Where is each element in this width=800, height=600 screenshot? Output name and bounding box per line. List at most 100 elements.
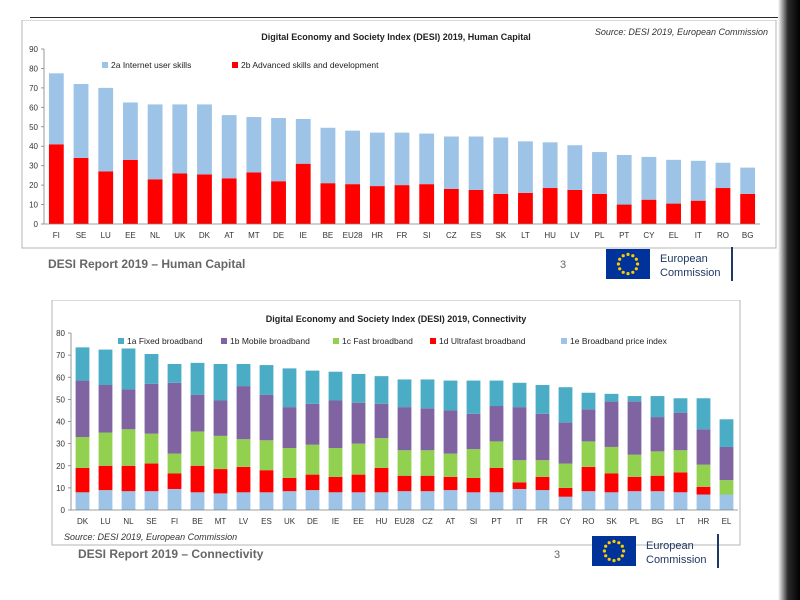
bar-segment: [236, 466, 251, 493]
x-tick-label: PT: [619, 231, 629, 240]
x-tick-label: DE: [273, 231, 284, 240]
bar-segment: [305, 370, 320, 404]
x-tick-label: DK: [199, 231, 211, 240]
chart-title: Digital Economy and Society Index (DESI)…: [266, 314, 527, 324]
y-tick-label: 70: [56, 351, 65, 360]
x-tick-label: FR: [397, 231, 408, 240]
bar-segment: [512, 482, 527, 489]
x-tick-label: LV: [570, 231, 580, 240]
y-tick-label: 0: [34, 220, 39, 229]
eu-flag-star: [622, 549, 626, 553]
bar-segment: [282, 477, 297, 492]
bar-segment: [345, 184, 361, 224]
bar-segment: [690, 200, 706, 224]
bar-segment: [489, 467, 504, 493]
bar-segment: [696, 429, 711, 465]
legend-label: 1d Ultrafast broadband: [439, 336, 526, 346]
bar-segment: [535, 384, 550, 414]
eu-flag-star: [636, 262, 640, 266]
legend-swatch: [102, 62, 108, 68]
bar-segment: [696, 486, 711, 495]
bar-segment: [144, 491, 159, 510]
eu-flag-star: [631, 270, 635, 274]
bar-segment: [351, 474, 366, 493]
bar-segment: [221, 178, 237, 224]
bar-segment: [75, 380, 90, 437]
x-tick-label: SK: [606, 517, 617, 526]
bar-segment: [328, 448, 343, 477]
bar-segment: [98, 349, 113, 385]
bar-segment: [493, 193, 509, 224]
x-tick-label: MT: [248, 231, 260, 240]
x-tick-label: BE: [323, 231, 334, 240]
x-tick-label: IE: [332, 517, 340, 526]
bar-segment: [369, 186, 385, 224]
bar-segment: [443, 136, 459, 189]
bar-segment: [719, 446, 734, 481]
x-tick-label: EU28: [343, 231, 364, 240]
y-tick-label: 40: [29, 142, 38, 151]
bar-segment: [535, 413, 550, 461]
x-tick-label: HU: [544, 231, 556, 240]
bar-segment: [466, 413, 481, 450]
bar-segment: [420, 450, 435, 476]
bar-segment: [558, 487, 573, 497]
bar-segment: [144, 463, 159, 492]
legend-swatch: [221, 338, 227, 344]
bar-segment: [305, 474, 320, 491]
x-tick-label: BG: [742, 231, 754, 240]
y-tick-label: 20: [56, 462, 65, 471]
y-tick-label: 60: [29, 103, 38, 112]
bar-segment: [650, 396, 665, 418]
bar-segment: [542, 142, 558, 189]
x-tick-label: SK: [495, 231, 506, 240]
bar-segment: [282, 407, 297, 449]
bar-segment: [512, 382, 527, 408]
bar-segment: [466, 477, 481, 493]
y-tick-label: 10: [56, 484, 65, 493]
bar-segment: [167, 488, 182, 510]
bar-segment: [443, 490, 458, 510]
x-tick-label: IT: [695, 231, 702, 240]
x-tick-label: BG: [652, 517, 664, 526]
bar-segment: [213, 493, 228, 510]
bar-segment: [650, 491, 665, 510]
bar-segment: [167, 363, 182, 383]
bar-segment: [719, 494, 734, 510]
x-tick-label: IT: [516, 517, 523, 526]
x-tick-label: EU28: [394, 517, 415, 526]
bar-segment: [627, 401, 642, 455]
bar-segment: [213, 363, 228, 401]
bar-segment: [144, 383, 159, 434]
x-tick-label: LT: [676, 517, 685, 526]
legend-swatch: [561, 338, 567, 344]
bar-segment: [345, 130, 361, 185]
bar-segment: [468, 136, 484, 190]
eu-flag-star: [618, 257, 622, 261]
bar-segment: [740, 167, 756, 194]
x-tick-label: FI: [53, 231, 60, 240]
bar-segment: [320, 183, 336, 224]
bar-segment: [696, 398, 711, 430]
bar-segment: [641, 156, 657, 200]
bar-segment: [690, 160, 706, 201]
bar-segment: [468, 189, 484, 224]
bar-segment: [397, 491, 412, 510]
slide-human-capital: Digital Economy and Society Index (DESI)…: [20, 20, 778, 287]
bar-segment: [604, 446, 619, 474]
bar-segment: [673, 472, 688, 493]
bar-segment: [167, 453, 182, 474]
bar-segment: [715, 162, 731, 189]
bar-segment: [121, 491, 136, 510]
page-number: 3: [554, 549, 560, 561]
bar-segment: [48, 144, 64, 224]
bar-segment: [295, 163, 311, 224]
bar-segment: [489, 380, 504, 407]
eu-flag-star: [626, 252, 630, 256]
x-tick-label: SI: [423, 231, 431, 240]
eu-flag-star: [634, 267, 638, 271]
bar-segment: [197, 174, 212, 224]
y-tick-label: 50: [56, 395, 65, 404]
bar-segment: [197, 104, 212, 175]
y-tick-label: 20: [29, 181, 38, 190]
